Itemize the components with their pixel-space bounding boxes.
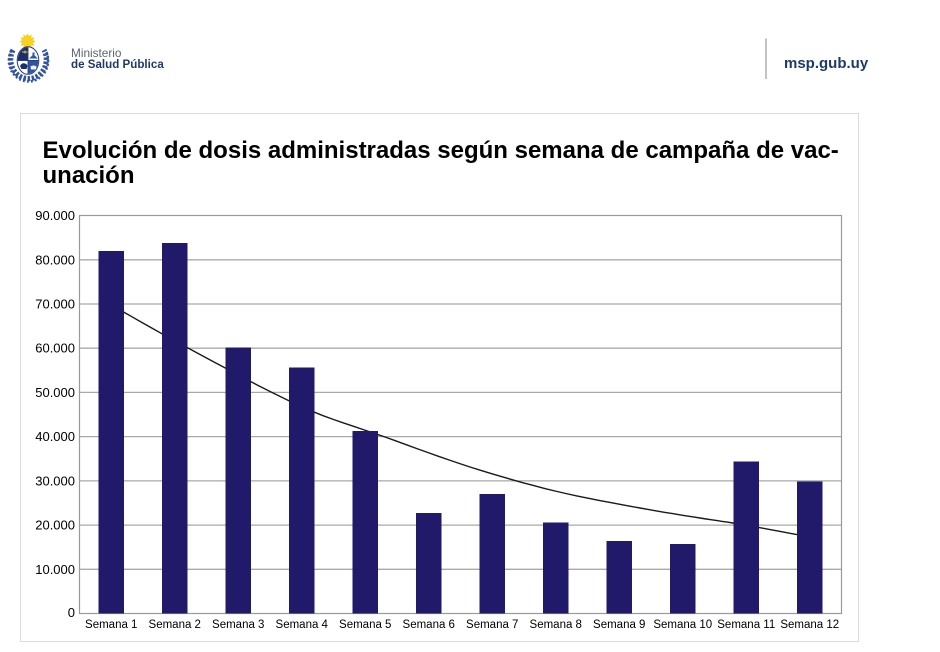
svg-text:30.000: 30.000 bbox=[35, 473, 75, 488]
svg-text:Semana 7: Semana 7 bbox=[466, 619, 518, 631]
svg-text:Semana 11: Semana 11 bbox=[717, 619, 775, 631]
svg-text:50.000: 50.000 bbox=[35, 385, 75, 400]
svg-text:Semana 5: Semana 5 bbox=[339, 619, 391, 631]
svg-text:80.000: 80.000 bbox=[35, 252, 75, 267]
svg-text:70.000: 70.000 bbox=[35, 297, 75, 312]
svg-text:60.000: 60.000 bbox=[35, 341, 75, 356]
svg-text:Semana 9: Semana 9 bbox=[593, 619, 645, 631]
svg-text:Semana 10: Semana 10 bbox=[653, 619, 712, 631]
svg-text:msp.gub.uy: msp.gub.uy bbox=[784, 55, 869, 72]
svg-text:10.000: 10.000 bbox=[35, 562, 75, 577]
svg-text:de Salud Pública: de Salud Pública bbox=[71, 58, 164, 71]
svg-text:Semana 8: Semana 8 bbox=[530, 619, 582, 631]
svg-text:Evolución de dosis administrad: Evolución de dosis administradas según s… bbox=[43, 137, 839, 164]
svg-text:40.000: 40.000 bbox=[35, 429, 75, 444]
svg-text:Semana 4: Semana 4 bbox=[276, 619, 329, 631]
svg-text:Semana 6: Semana 6 bbox=[403, 619, 455, 631]
svg-text:20.000: 20.000 bbox=[35, 518, 75, 533]
svg-text:unación: unación bbox=[43, 162, 135, 189]
svg-text:Ministerio: Ministerio bbox=[71, 46, 122, 60]
svg-text:Semana 3: Semana 3 bbox=[212, 619, 264, 631]
svg-text:Semana 2: Semana 2 bbox=[149, 619, 201, 631]
svg-text:Semana 12: Semana 12 bbox=[780, 619, 839, 631]
svg-text:Semana 1: Semana 1 bbox=[85, 619, 137, 631]
svg-text:0: 0 bbox=[68, 605, 75, 620]
svg-text:90.000: 90.000 bbox=[35, 208, 75, 223]
